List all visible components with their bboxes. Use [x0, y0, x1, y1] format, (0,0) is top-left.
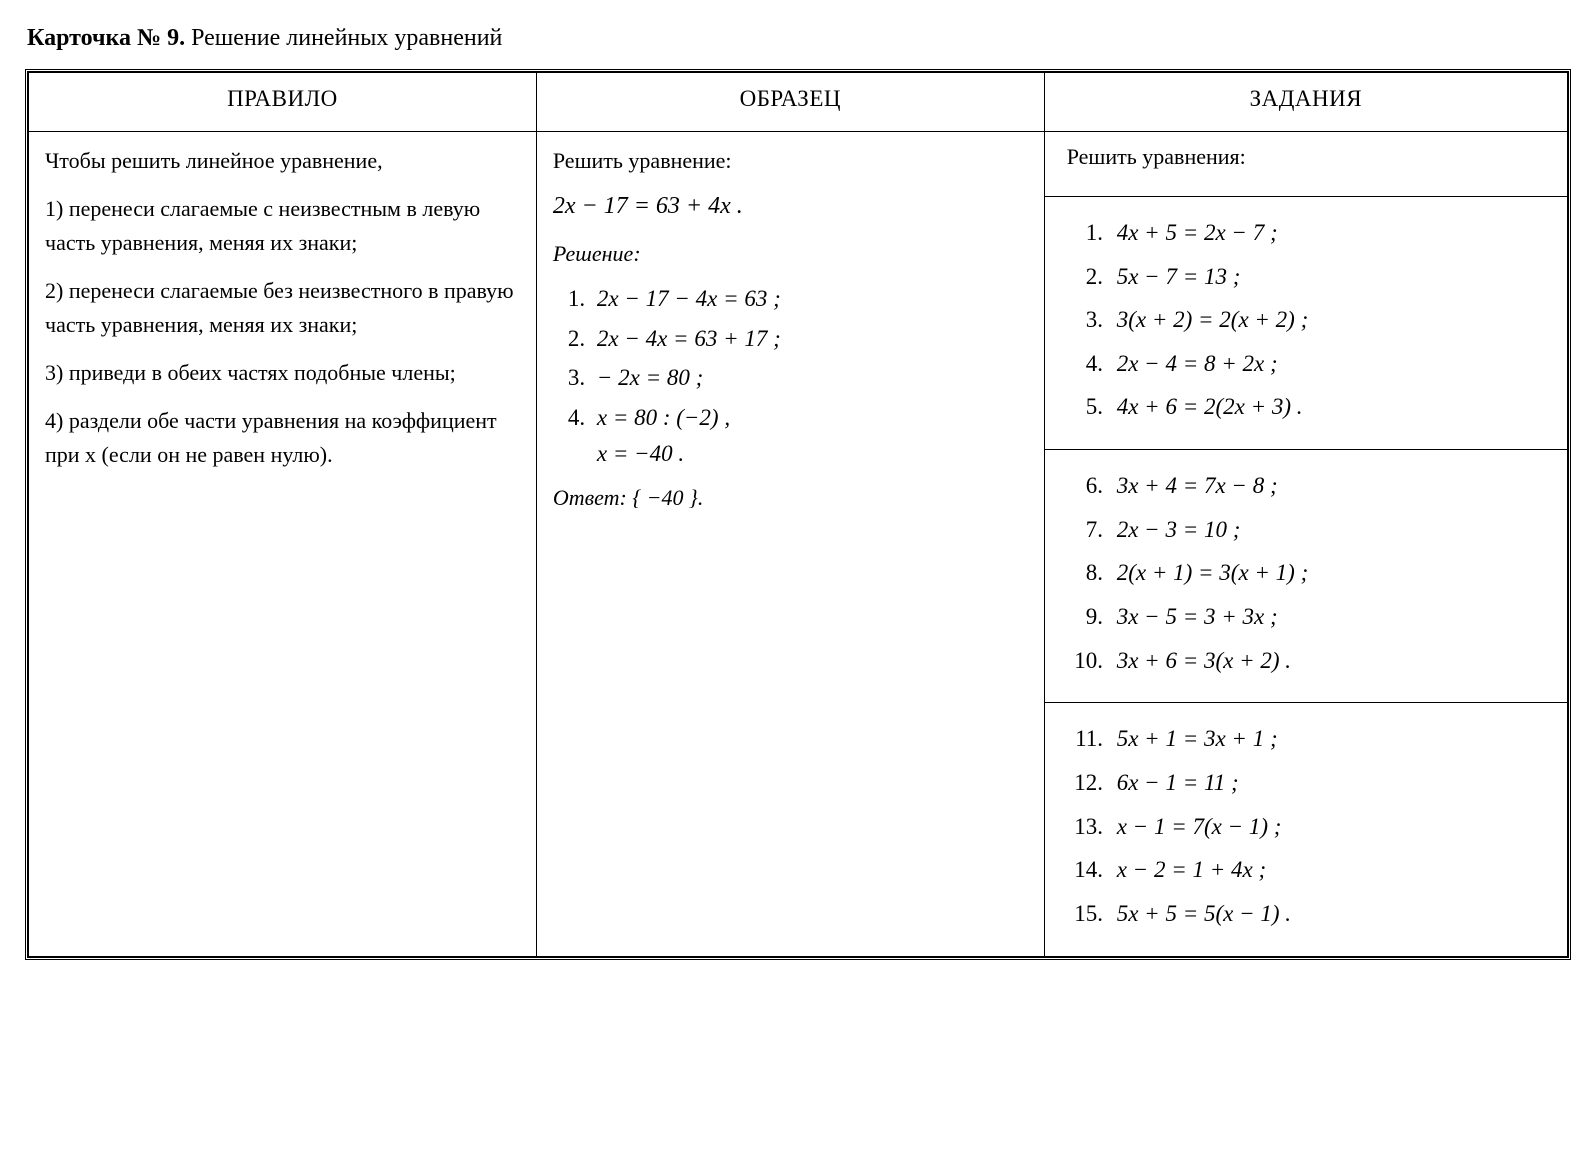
tasks-list-2: 3x + 4 = 7x − 8 ; 2x − 3 = 10 ; 2(x + 1)… [1067, 468, 1551, 678]
rule-item: 3) приведи в обеих частях подобные члены… [45, 356, 520, 390]
task-item: 4x + 6 = 2(2x + 3) . [1109, 389, 1551, 425]
title-rest: Решение линейных уравнений [185, 25, 502, 51]
rule-cell: Чтобы решить линейное уравнение, 1) пере… [29, 131, 537, 956]
tasks-list-3: 5x + 1 = 3x + 1 ; 6x − 1 = 11 ; x − 1 = … [1067, 721, 1551, 931]
sample-answer-label: Ответ: [553, 485, 627, 510]
task-item: 5x + 1 = 3x + 1 ; [1109, 721, 1551, 757]
task-item: 3x + 6 = 3(x + 2) . [1109, 643, 1551, 679]
sample-step-extra: x = −40 . [597, 441, 684, 466]
header-rule: ПРАВИЛО [29, 73, 537, 132]
task-item: 3(x + 2) = 2(x + 2) ; [1109, 302, 1551, 338]
sample-cell: Решить уравнение: 2x − 17 = 63 + 4x . Ре… [536, 131, 1044, 956]
task-item: x − 1 = 7(x − 1) ; [1109, 809, 1551, 845]
sample-solve-label: Решение: [553, 241, 641, 266]
rule-item: 4) раздели обе части уравне­ния на коэфф… [45, 404, 520, 472]
rule-item: 1) перенеси слагаемые с не­известным в л… [45, 192, 520, 260]
rule-item: 2) перенеси слагаемые без неизвестного в… [45, 274, 520, 342]
task-item: 2x − 4 = 8 + 2x ; [1109, 346, 1551, 382]
sample-step: 2x − 17 − 4x = 63 ; [591, 281, 1028, 317]
worksheet-table: ПРАВИЛО ОБРАЗЕЦ ЗАДАНИЯ Чтобы решить лин… [28, 72, 1568, 956]
task-item: 5x − 7 = 13 ; [1109, 259, 1551, 295]
task-item: 2(x + 1) = 3(x + 1) ; [1109, 555, 1551, 591]
title-prefix: Карточка № 9. [27, 25, 185, 51]
tasks-block-2: 3x + 4 = 7x − 8 ; 2x − 3 = 10 ; 2(x + 1)… [1045, 450, 1567, 703]
worksheet-frame: ПРАВИЛО ОБРАЗЕЦ ЗАДАНИЯ Чтобы решить лин… [25, 69, 1571, 959]
task-item: 2x − 3 = 10 ; [1109, 512, 1551, 548]
tasks-cell: Решить уравнения: 4x + 5 = 2x − 7 ; 5x −… [1044, 131, 1567, 956]
tasks-inner-table: Решить уравнения: 4x + 5 = 2x − 7 ; 5x −… [1045, 132, 1567, 956]
sample-answer-value: { −40 }. [632, 485, 703, 510]
header-row: ПРАВИЛО ОБРАЗЕЦ ЗАДАНИЯ [29, 73, 1568, 132]
sample-step: x = 80 : (−2) , x = −40 . [591, 400, 1028, 471]
body-row: Чтобы решить линейное уравнение, 1) пере… [29, 131, 1568, 956]
header-tasks: ЗАДАНИЯ [1044, 73, 1567, 132]
task-item: 4x + 5 = 2x − 7 ; [1109, 215, 1551, 251]
task-item: 3x − 5 = 3 + 3x ; [1109, 599, 1551, 635]
tasks-list-1: 4x + 5 = 2x − 7 ; 5x − 7 = 13 ; 3(x + 2)… [1067, 215, 1551, 425]
task-item: x − 2 = 1 + 4x ; [1109, 852, 1551, 888]
sample-prompt: Решить уравнение: [553, 144, 1028, 178]
sample-equation: 2x − 17 = 63 + 4x . [553, 193, 743, 219]
page-title: Карточка № 9. Решение линейных уравнений [27, 20, 1565, 57]
sample-step: − 2x = 80 ; [591, 360, 1028, 396]
sample-steps: 2x − 17 − 4x = 63 ; 2x − 4x = 63 + 17 ; … [553, 281, 1028, 471]
task-item: 3x + 4 = 7x − 8 ; [1109, 468, 1551, 504]
tasks-block-head: Решить уравнения: [1045, 132, 1567, 197]
task-item: 5x + 5 = 5(x − 1) . [1109, 896, 1551, 932]
tasks-block-3: 5x + 1 = 3x + 1 ; 6x − 1 = 11 ; x − 1 = … [1045, 703, 1567, 956]
tasks-block-1: 4x + 5 = 2x − 7 ; 5x − 7 = 13 ; 3(x + 2)… [1045, 196, 1567, 449]
sample-step: 2x − 4x = 63 + 17 ; [591, 321, 1028, 357]
tasks-prompt: Решить уравнения: [1067, 140, 1551, 174]
rule-intro: Чтобы решить линейное уравнение, [45, 144, 520, 178]
rule-list: 1) перенеси слагаемые с не­известным в л… [45, 192, 520, 473]
task-item: 6x − 1 = 11 ; [1109, 765, 1551, 801]
header-sample: ОБРАЗЕЦ [536, 73, 1044, 132]
